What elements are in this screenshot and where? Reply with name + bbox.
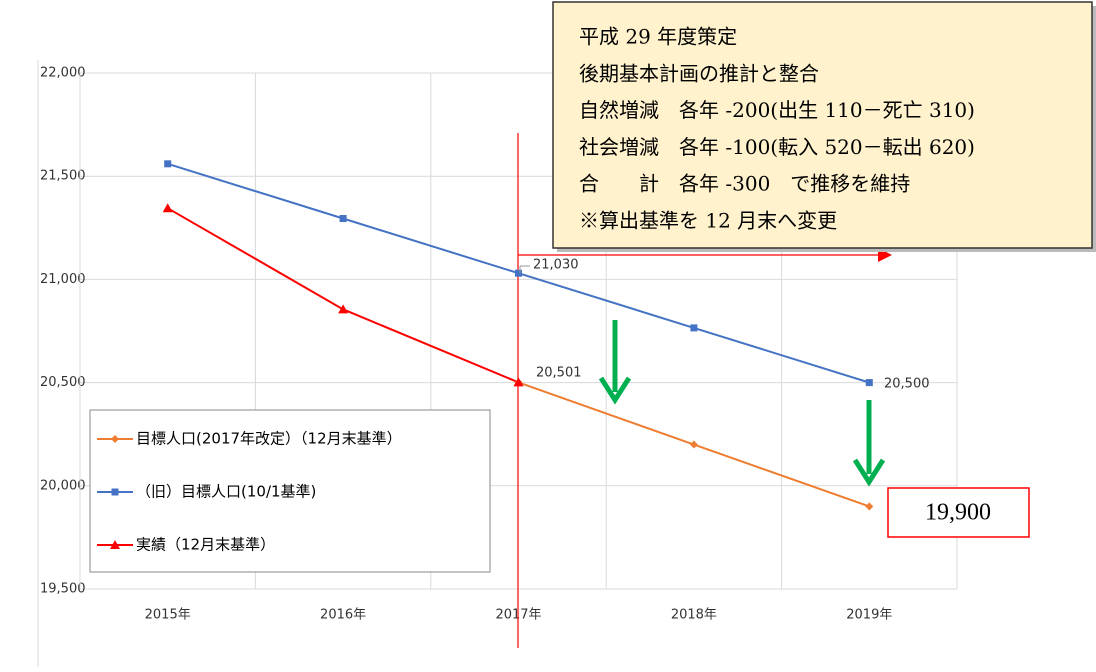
data-label: 21,030 — [533, 258, 579, 273]
marker — [690, 324, 698, 332]
marker — [513, 377, 524, 387]
annotation-text: 後期基本計画の推計と整合 — [579, 61, 819, 85]
y-tick-label: 22,000 — [40, 66, 86, 81]
data-label: 19,900 — [925, 500, 991, 526]
x-tick-label: 2019年 — [846, 608, 892, 623]
legend-label: 実績（12月末基準） — [136, 536, 275, 554]
legend — [89, 409, 491, 573]
green-arrow-head — [852, 458, 886, 487]
marker — [339, 215, 347, 223]
green-arrow-head — [598, 376, 632, 405]
x-tick-label: 2018年 — [671, 608, 717, 623]
data-label: 20,500 — [884, 377, 930, 392]
legend-marker — [111, 488, 119, 496]
y-tick-label: 20,000 — [40, 478, 86, 493]
marker — [162, 203, 173, 213]
annotation-text: 自然増減 各年 -200(出生 110－死亡 310) — [579, 98, 975, 122]
data-label: 20,501 — [536, 366, 582, 381]
series-line — [167, 207, 519, 384]
annotation-box — [552, 1, 1093, 249]
legend-label: 目標人口(2017年改定）（12月末基準） — [136, 430, 402, 448]
y-tick-label: 21,500 — [40, 169, 86, 184]
y-tick-label: 21,000 — [40, 272, 86, 287]
y-tick-label: 20,500 — [40, 375, 86, 390]
x-tick-label: 2015年 — [145, 608, 191, 623]
label-box — [887, 487, 1030, 538]
annotation-text: ※算出基準を 12 月末へ変更 — [579, 209, 837, 233]
marker — [865, 379, 873, 387]
marker — [689, 440, 698, 449]
x-tick-label: 2016年 — [320, 608, 366, 623]
marker — [164, 160, 172, 168]
legend-label: （旧）目標人口(10/1基準) — [136, 483, 316, 501]
annotation-text: 合 計 各年 -300 で推移を維持 — [579, 172, 910, 196]
annotation-text: 平成 29 年度策定 — [579, 25, 737, 49]
marker — [865, 502, 874, 511]
legend-marker — [110, 540, 120, 549]
marker — [515, 269, 522, 277]
y-tick-label: 19,500 — [40, 582, 86, 597]
annotation-text: 社会増減 各年 -100(転入 520－転出 620) — [579, 135, 975, 159]
legend-marker — [111, 435, 119, 443]
marker — [338, 304, 349, 314]
